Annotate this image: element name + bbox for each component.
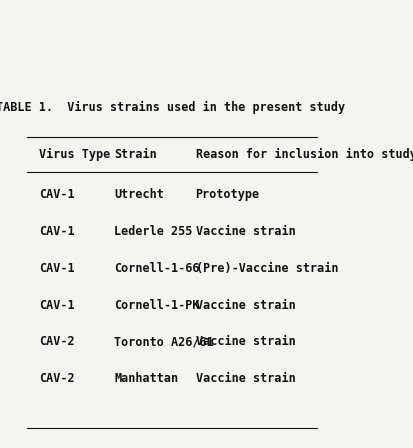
- Text: CAV-1: CAV-1: [40, 298, 75, 312]
- Text: CAV-2: CAV-2: [40, 335, 75, 349]
- Text: (Pre)-Vaccine strain: (Pre)-Vaccine strain: [195, 262, 338, 275]
- Text: Manhattan: Manhattan: [114, 372, 178, 385]
- Text: Cornell-1-66: Cornell-1-66: [114, 262, 200, 275]
- Text: TABLE 1.  Virus strains used in the present study: TABLE 1. Virus strains used in the prese…: [0, 101, 345, 114]
- Text: Toronto A26/61: Toronto A26/61: [114, 335, 214, 349]
- Text: Vaccine strain: Vaccine strain: [195, 335, 295, 349]
- Text: Vaccine strain: Vaccine strain: [195, 225, 295, 238]
- Text: CAV-1: CAV-1: [40, 188, 75, 202]
- Text: CAV-2: CAV-2: [40, 372, 75, 385]
- Text: Prototype: Prototype: [195, 188, 260, 202]
- Text: Virus Type: Virus Type: [40, 148, 111, 161]
- Text: Utrecht: Utrecht: [114, 188, 164, 202]
- Text: Reason for inclusion into study: Reason for inclusion into study: [195, 148, 413, 161]
- Text: Vaccine strain: Vaccine strain: [195, 372, 295, 385]
- Text: Strain: Strain: [114, 148, 157, 161]
- Text: Lederle 255: Lederle 255: [114, 225, 193, 238]
- Text: CAV-1: CAV-1: [40, 225, 75, 238]
- Text: Vaccine strain: Vaccine strain: [195, 298, 295, 312]
- Text: Cornell-1-PK: Cornell-1-PK: [114, 298, 200, 312]
- Text: CAV-1: CAV-1: [40, 262, 75, 275]
